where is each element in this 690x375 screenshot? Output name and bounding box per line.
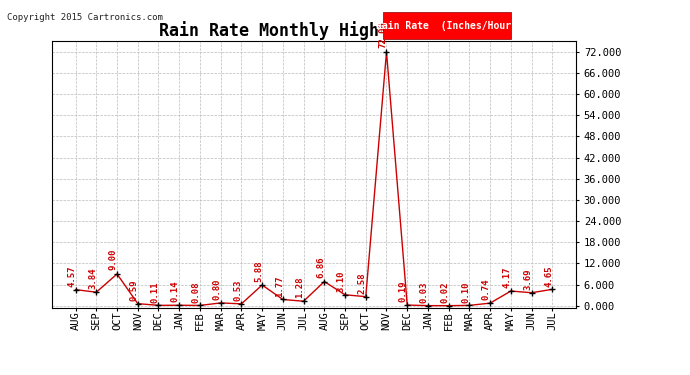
- Text: 72.00: 72.00: [378, 21, 387, 48]
- Text: 0.53: 0.53: [233, 279, 242, 301]
- Text: 1.28: 1.28: [295, 277, 304, 298]
- Text: 0.19: 0.19: [399, 281, 408, 302]
- Text: 0.14: 0.14: [171, 281, 180, 302]
- Text: 5.88: 5.88: [254, 261, 263, 282]
- Text: 1.77: 1.77: [275, 275, 284, 297]
- Text: Rain Rate  (Inches/Hour): Rain Rate (Inches/Hour): [376, 21, 518, 31]
- Text: 9.00: 9.00: [109, 249, 118, 270]
- Text: 3.10: 3.10: [337, 270, 346, 292]
- Text: 0.03: 0.03: [420, 281, 428, 303]
- Text: 3.84: 3.84: [88, 268, 97, 290]
- Text: 0.08: 0.08: [192, 281, 201, 303]
- Text: Copyright 2015 Cartronics.com: Copyright 2015 Cartronics.com: [7, 13, 163, 22]
- Text: 4.57: 4.57: [68, 265, 77, 287]
- Text: 3.69: 3.69: [523, 268, 533, 290]
- Text: 0.11: 0.11: [150, 281, 159, 303]
- Title: Rain Rate Monthly High 20150827: Rain Rate Monthly High 20150827: [159, 21, 469, 40]
- Text: 2.58: 2.58: [357, 272, 366, 294]
- Text: 4.65: 4.65: [544, 265, 553, 286]
- Text: 0.74: 0.74: [482, 279, 491, 300]
- Text: 0.10: 0.10: [461, 281, 470, 303]
- Text: 0.80: 0.80: [213, 279, 221, 300]
- Text: 6.86: 6.86: [316, 256, 325, 278]
- Text: 0.02: 0.02: [440, 281, 449, 303]
- Text: 4.17: 4.17: [502, 267, 511, 288]
- Text: 0.59: 0.59: [130, 279, 139, 301]
